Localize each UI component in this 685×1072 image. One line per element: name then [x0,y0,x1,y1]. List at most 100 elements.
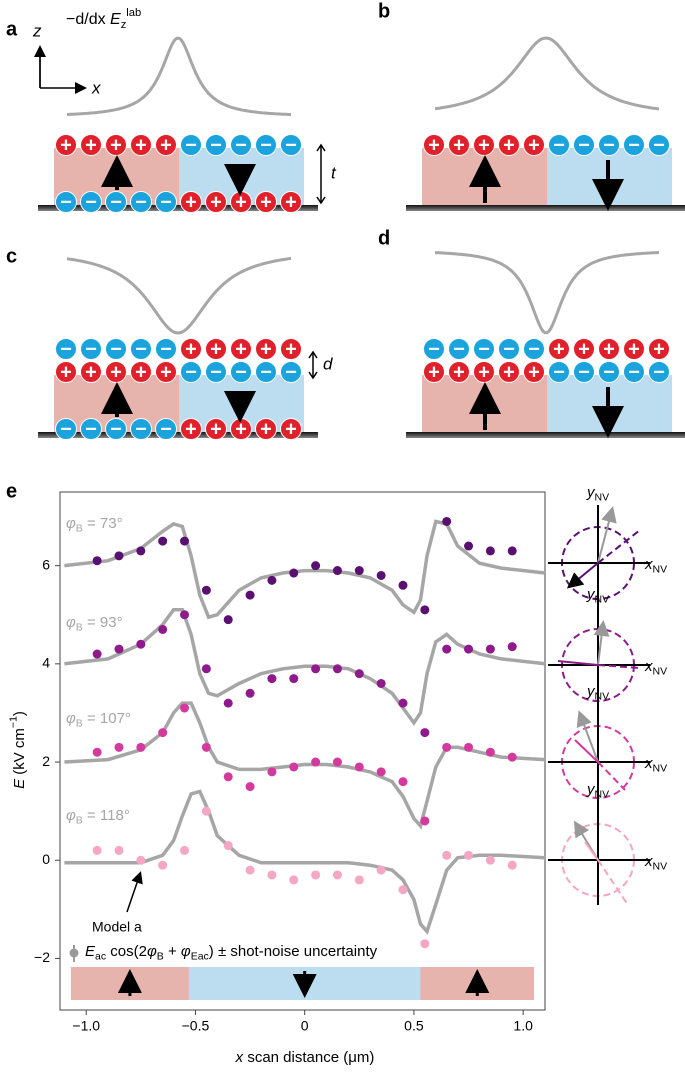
legend-text-part: φ [181,943,191,960]
data-point [485,855,495,865]
dimension-label: t [331,163,337,182]
inset [548,704,650,807]
charge [280,191,302,213]
data-point [92,649,102,659]
substrate [406,432,685,438]
legend-text-part: B [157,950,164,962]
data-point [223,698,233,708]
charge [130,134,152,156]
series-label-part: = 107° [83,710,131,727]
charge-sign: − [428,338,440,360]
charge-sign: − [210,361,222,383]
data-point [398,777,408,787]
data-point [420,816,430,826]
charge-sign: + [260,418,272,440]
series-label-part: φ [66,614,76,631]
inset-y-label-part: NV [595,593,610,605]
charge-sign: − [235,134,247,156]
data-point [420,939,430,949]
data-point [311,870,321,880]
data-point [180,610,190,620]
data-point [442,644,452,654]
inset-y-label-part: y [586,484,596,501]
charge-sign: − [553,134,565,156]
charge-sign: − [628,361,640,383]
series-label-part: φ [66,807,76,824]
legend-text-part: E [85,943,96,960]
charge [573,361,595,383]
legend-text-part: ) ± shot-noise uncertainty [209,943,378,960]
data-point [507,546,517,556]
charge [130,191,152,213]
charge [548,361,570,383]
data-point [289,674,299,684]
axis-icon-label: x [91,78,101,97]
data-point [311,757,321,767]
data-point [442,850,452,860]
inset-y-label: yNV [586,683,609,702]
data-point [507,752,517,762]
profile-curve [434,36,660,111]
series-label-part: = 118° [83,807,130,824]
data-point [180,703,190,713]
dimension-head [316,143,326,205]
charge [280,418,302,440]
inset-y-label-part: NV [595,690,610,702]
charge-sign: − [453,338,465,360]
profile-label-part: z [121,19,127,31]
charge-sign: − [135,418,147,440]
series-label-part: B [76,717,83,729]
charge [80,361,102,383]
model-curve [64,608,546,726]
charge-sign: + [160,361,172,383]
charge [205,134,227,156]
charge [448,338,470,360]
charge-sign: − [578,134,590,156]
model-curve [64,701,546,830]
charge [423,361,445,383]
charge [80,418,102,440]
series-label-part: = 93° [83,614,123,631]
y-tick-label: 4 [42,655,50,671]
data-point [485,747,495,757]
charge [55,361,77,383]
inset-y-label-part: NV [595,788,610,800]
charge-sign: + [453,134,465,156]
legend-text-part: φ [147,943,157,960]
charge [280,134,302,156]
annotation: Model a [92,919,142,935]
charge-sign: − [185,361,197,383]
x-axis-label-part: scan distance (μm) [243,1049,374,1066]
data-point [420,728,430,738]
charge-sign: + [285,418,297,440]
data-point [201,585,211,595]
series-label: φB = 118° [66,807,130,826]
data-point [245,782,255,792]
charge-sign: − [60,191,72,213]
data-point [267,575,277,585]
charge-sign: − [85,418,97,440]
charge-sign: + [235,338,247,360]
charge [130,361,152,383]
charge-sign: + [653,338,665,360]
data-point [354,566,364,576]
charge [423,134,445,156]
inset-y-label: yNV [586,586,609,605]
data-point [180,845,190,855]
charge [280,338,302,360]
charge [498,134,520,156]
profile-curve [66,36,292,117]
charge-sign: + [628,338,640,360]
charge [180,191,202,213]
charge-sign: + [185,338,197,360]
y-tick-label: −2 [34,949,50,965]
profile-label-part: lab [126,7,141,19]
charge-sign: − [260,134,272,156]
charge-sign: + [503,361,515,383]
charge [255,338,277,360]
data-point [158,860,168,870]
data-point [201,806,211,816]
data-point [311,664,321,674]
charge-sign: + [503,134,515,156]
y-axis-label: E (kV cm−1) [7,711,28,789]
